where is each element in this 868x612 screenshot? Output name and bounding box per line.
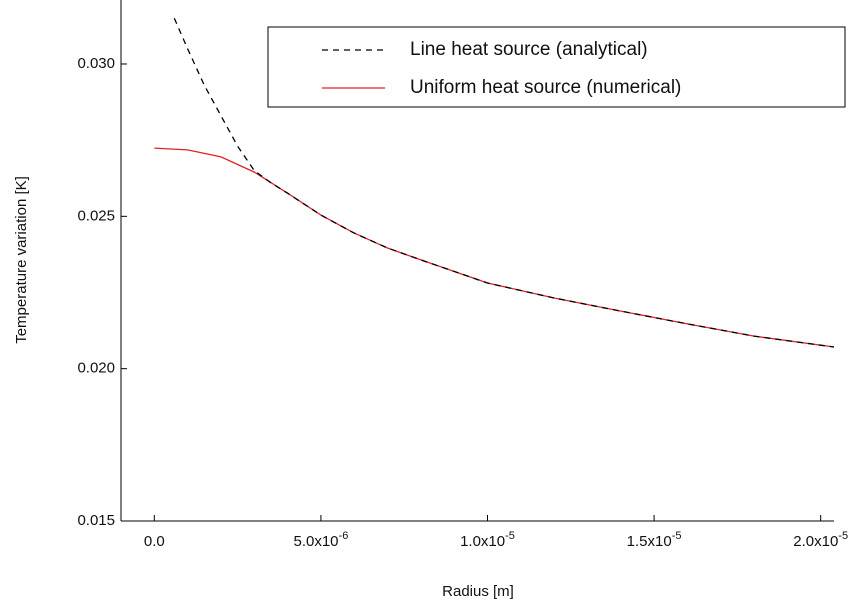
y-tick-label: 0.015	[77, 512, 115, 529]
x-tick-label-exponent: -5	[838, 530, 848, 542]
x-tick-label: 1.5x10-5	[627, 530, 682, 550]
x-tick-label-base: 0.0	[144, 533, 165, 550]
series-line	[154, 147, 835, 348]
legend-label: Uniform heat source (numerical)	[410, 77, 681, 98]
legend-box	[267, 26, 846, 108]
x-tick-label-base: 5.0x10	[293, 533, 338, 550]
x-tick-label-exponent: -5	[505, 530, 515, 542]
y-tick-label: 0.030	[77, 55, 115, 72]
y-tick-label: 0.020	[77, 360, 115, 377]
legend-label: Line heat source (analytical)	[410, 39, 648, 60]
x-tick-label: 1.0x10-5	[460, 530, 515, 550]
x-tick-label-base: 1.0x10	[460, 533, 505, 550]
x-tick-label: 0.0	[144, 533, 165, 550]
x-tick-label: 2.0x10-5	[793, 530, 848, 550]
x-tick-label-exponent: -6	[339, 530, 349, 542]
x-tick-label: 5.0x10-6	[293, 530, 348, 550]
y-axis-label: Temperature variation [K]	[13, 176, 30, 344]
x-axis-label: Radius [m]	[442, 583, 514, 600]
x-tick-label-exponent: -5	[672, 530, 682, 542]
series-line	[173, 18, 835, 348]
y-tick-label: 0.025	[77, 207, 115, 224]
x-tick-label-base: 2.0x10	[793, 533, 838, 550]
x-tick-label-base: 1.5x10	[627, 533, 672, 550]
